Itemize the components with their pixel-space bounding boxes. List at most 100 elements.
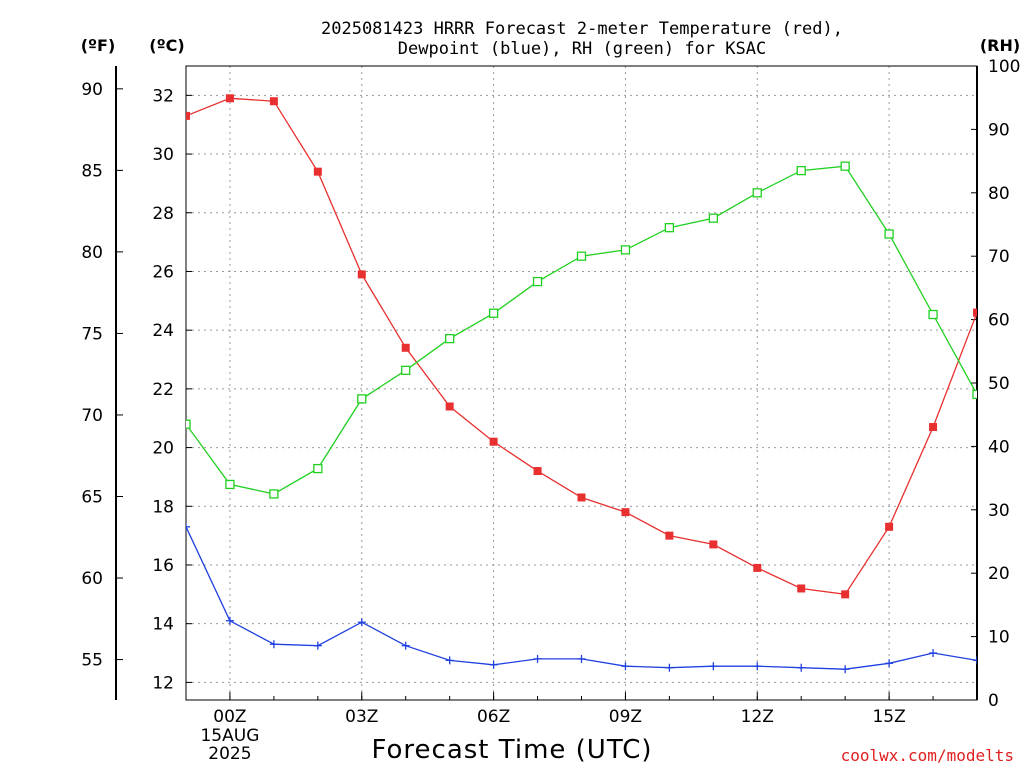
x-tick-label: 03Z (345, 707, 378, 727)
temperature-point (445, 402, 454, 411)
fahrenheit-unit-label: (ºF) (81, 36, 116, 55)
rh-point (488, 308, 499, 318)
dewpoint-point (445, 656, 454, 665)
dewpoint-point (973, 656, 977, 665)
rh-tick-label: 60 (988, 311, 1010, 331)
dewpoint-point (489, 660, 498, 669)
axes: 55 60 65 70 75 80 85 90 12 14 16 18 20 22 24 26 28 30 32 0 1… (81, 57, 1020, 764)
fahrenheit-tick-label: 65 (81, 487, 103, 507)
rh-tick-label: 40 (988, 437, 1010, 457)
gridlines (186, 66, 977, 700)
rh-tick-label: 70 (988, 247, 1010, 267)
temperature-point (753, 563, 762, 572)
dewpoint-point (929, 649, 938, 658)
temperature-point (225, 94, 234, 103)
plot-frame (185, 65, 978, 701)
chart-title-line-1: 2025081423 HRRR Forecast 2-meter Tempera… (321, 19, 843, 39)
rh-unit-label: (RH) (980, 36, 1020, 55)
celsius-tick-label: 14 (152, 615, 174, 635)
x-tick-label: 15Z (872, 707, 905, 727)
rh-point (225, 479, 235, 490)
rh-point (357, 394, 367, 404)
temperature-point (401, 343, 410, 352)
rh-point (532, 276, 543, 287)
rh-tick-label: 20 (988, 564, 1010, 584)
celsius-tick-label: 12 (152, 673, 174, 693)
x-tick-date-label: 15AUG (200, 726, 259, 746)
rh-point (186, 419, 191, 429)
dewpoint-point (621, 662, 630, 671)
rh-point (840, 161, 850, 171)
series-lines (186, 94, 977, 674)
rh-point (401, 365, 411, 375)
x-tick-label: 00Z (213, 707, 246, 727)
fahrenheit-tick-label: 90 (81, 80, 103, 100)
rh-point (928, 309, 938, 320)
rh-point (708, 213, 718, 223)
dewpoint-point (401, 641, 410, 650)
temperature-point (841, 590, 850, 599)
dewpoint-point (665, 663, 674, 672)
celsius-tick-label: 20 (152, 439, 174, 459)
rh-point (972, 389, 977, 400)
celsius-tick-label: 18 (152, 497, 174, 517)
temperature-point (885, 522, 894, 531)
celsius-tick-label: 28 (152, 204, 174, 224)
dewpoint-point (269, 640, 278, 649)
credit-text: coolwx.com/modelts (841, 746, 1014, 765)
rh-point (664, 223, 675, 233)
rh-tick-label: 0 (988, 691, 999, 711)
dewpoint-point (753, 662, 762, 671)
temperature-point (929, 423, 938, 432)
temperature-point (186, 111, 190, 120)
celsius-tick-label: 32 (152, 86, 174, 106)
rh-point (620, 245, 631, 255)
rh-tick-label: 50 (988, 374, 1010, 394)
fahrenheit-tick-label: 55 (81, 651, 103, 671)
dewpoint-point (357, 618, 366, 627)
fahrenheit-tick-label: 80 (81, 243, 103, 263)
temperature-point (621, 508, 630, 517)
temperature-point (973, 308, 977, 317)
celsius-tick-label: 24 (152, 321, 174, 341)
chart-title-line-2: Dewpoint (blue), RH (green) for KSAC (398, 39, 766, 59)
temperature-point (709, 540, 718, 549)
celsius-tick-label: 30 (152, 145, 174, 165)
temperature-point (533, 467, 542, 476)
x-axis-title: Forecast Time (UTC) (371, 735, 652, 765)
x-tick-label: 09Z (609, 707, 642, 727)
temperature-point (357, 270, 366, 279)
celsius-tick-label: 26 (152, 262, 174, 282)
x-tick-label: 06Z (477, 707, 510, 727)
rh-tick-label: 90 (988, 120, 1010, 140)
fahrenheit-tick-label: 70 (81, 406, 103, 426)
celsius-tick-label: 22 (152, 380, 174, 400)
fahrenheit-tick-label: 75 (81, 324, 103, 344)
rh-tick-label: 30 (988, 501, 1010, 521)
rh-point (884, 229, 894, 239)
dewpoint-point (186, 522, 190, 531)
x-tick-label: 12Z (741, 707, 774, 727)
dewpoint-point (797, 663, 806, 672)
dewpoint-point (225, 616, 234, 625)
fahrenheit-tick-label: 60 (81, 569, 103, 589)
temperature-point (797, 584, 806, 593)
rh-point (752, 188, 762, 198)
temperature-point (577, 493, 586, 502)
rh-tick-label: 80 (988, 184, 1010, 204)
celsius-tick-label: 16 (152, 556, 174, 576)
temperature-point (313, 167, 322, 176)
dewpoint-point (533, 654, 542, 663)
rh-point (269, 489, 279, 499)
temperature-line (186, 97, 977, 595)
rh-tick-label: 100 (988, 57, 1020, 77)
fahrenheit-tick-label: 85 (81, 161, 103, 181)
rh-tick-label: 10 (988, 628, 1010, 648)
celsius-unit-label: (ºC) (149, 36, 184, 55)
dewpoint-point (709, 662, 718, 671)
dewpoint-point (885, 659, 894, 668)
dewpoint-line (186, 526, 977, 670)
temperature-point (665, 531, 674, 540)
rh-point (796, 165, 806, 176)
